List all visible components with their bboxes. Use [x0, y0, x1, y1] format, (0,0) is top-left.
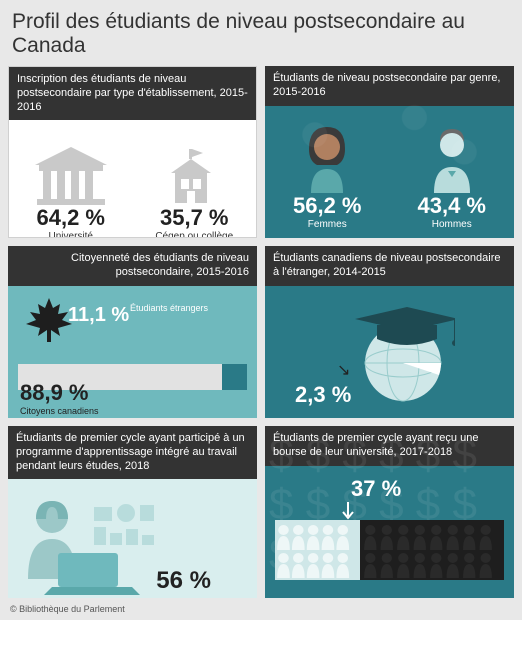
pictogram-highlight — [275, 520, 360, 580]
pictogram-dim — [360, 520, 504, 580]
stat-value: 64,2 % — [37, 205, 106, 231]
stat-foreign-label: Étudiants étrangers — [130, 304, 208, 314]
stat-value: 2,3 % — [295, 382, 351, 408]
page-title: Profil des étudiants de niveau postsecon… — [8, 0, 514, 66]
panel-gender: Étudiants de niveau postsecondaire par g… — [265, 66, 514, 238]
stat-value: 35,7 % — [160, 205, 229, 231]
stat-label: Université — [49, 231, 93, 238]
stat-canadian-value: 88,9 % — [20, 380, 99, 406]
stat-value: 56 % — [156, 567, 211, 595]
stat-college: 35,7 % Cégep ou collège — [133, 120, 257, 238]
panel-citizenship: Citoyenneté des étudiants de niveau post… — [8, 246, 257, 418]
panel-header: Citoyenneté des étudiants de niveau post… — [8, 246, 257, 286]
panel-header: Étudiants canadiens de niveau postsecond… — [265, 246, 514, 286]
panel-header: Étudiants de premier cycle ayant partici… — [8, 426, 257, 479]
panel-header: Inscription des étudiants de niveau post… — [9, 67, 256, 120]
panel-abroad: Étudiants canadiens de niveau postsecond… — [265, 246, 514, 418]
stat-canadian-label: Citoyens canadiens — [20, 406, 99, 416]
background-pattern — [265, 66, 514, 238]
panel-grid: Inscription des étudiants de niveau post… — [8, 66, 514, 598]
panel-work-integrated: Étudiants de premier cycle ayant partici… — [8, 426, 257, 598]
panel-institution-type: Inscription des étudiants de niveau post… — [8, 66, 257, 238]
person-laptop-icon — [12, 489, 252, 598]
stat-label: Cégep ou collège — [155, 231, 233, 238]
stat-value: 37 % — [351, 476, 401, 502]
maple-leaf-icon — [26, 296, 72, 344]
arrow-icon: ↘ — [337, 360, 350, 380]
footer-credit: © Bibliothèque du Parlement — [8, 598, 514, 614]
stat-university: 64,2 % Université — [9, 120, 133, 238]
arrow-icon — [341, 502, 355, 522]
panel-scholarship: $ $ $ $ $ $ $ $ $ $ $ $ $ $ $ Étudiants … — [265, 426, 514, 598]
pictogram-crowd — [275, 520, 504, 580]
citizenship-bar-foreign — [222, 364, 247, 390]
college-building-icon — [159, 145, 229, 205]
stat-foreign-value: 11,1 % — [68, 304, 129, 327]
university-building-icon — [31, 145, 111, 205]
